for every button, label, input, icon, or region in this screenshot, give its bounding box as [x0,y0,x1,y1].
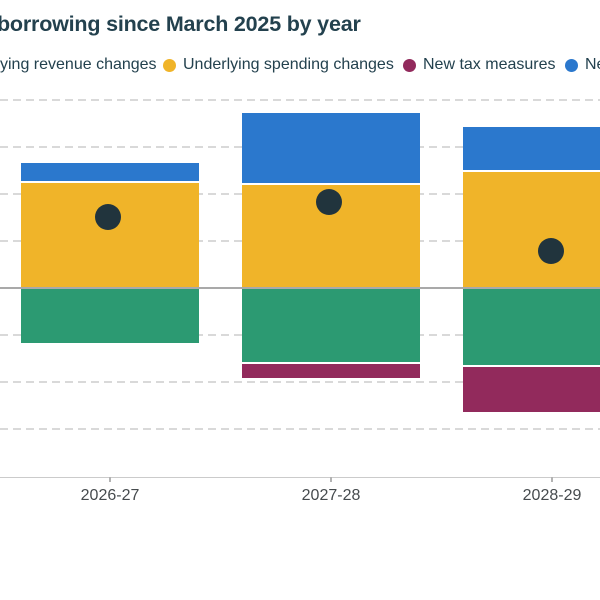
bar-segment-underlying-spending-changes-2026-27[interactable] [21,182,199,287]
total-dot-2027-28[interactable] [316,188,342,215]
x-axis-tick-2026-27 [109,476,111,482]
legend-item-new-spending-measures: Ne [565,55,600,75]
bar-segment-underlying-revenue-changes-2026-27[interactable] [21,289,199,343]
legend-item-label: Ne [585,56,600,73]
bar-segment-new-tax-measures-2027-28[interactable] [242,363,420,378]
x-axis-tick-2027-28 [330,476,332,482]
legend-item-label: Underlying spending changes [183,56,394,73]
gridline-40 [0,99,600,101]
x-axis-label-2026-27: 2026-27 [80,487,140,504]
bar-segment-new-spending-measures-2028-29[interactable] [463,126,600,170]
bar-segment-new-spending-measures-2027-28[interactable] [242,112,420,183]
gridline--20 [0,381,600,383]
x-axis-line [0,476,600,478]
bar-segment-new-tax-measures-2028-29[interactable] [463,366,600,413]
bar-segment-underlying-revenue-changes-2028-29[interactable] [463,289,600,365]
x-axis-tick-2028-29 [551,476,553,482]
legend-item-new-tax-measures: New tax measures [403,55,556,75]
legend-swatch-icon [565,58,578,72]
chart-legend: ying revenue changes Underlying spending… [0,55,600,75]
legend-item-label: New tax measures [423,56,556,73]
bar-segment-new-spending-measures-2026-27[interactable] [21,163,199,181]
bar-segment-underlying-revenue-changes-2027-28[interactable] [242,289,420,362]
x-axis-label-2028-29: 2028-29 [522,487,582,504]
legend-item-underlying-revenue-changes: ying revenue changes [0,55,157,75]
bar-segment-underlying-spending-changes-2028-29[interactable] [463,171,600,287]
legend-item-label: ying revenue changes [0,56,157,73]
legend-swatch-icon [163,58,176,72]
total-dot-2026-27[interactable] [95,203,121,230]
total-dot-2028-29[interactable] [538,238,564,265]
x-axis-label-2027-28: 2027-28 [301,487,361,504]
zero-gridline [0,287,600,289]
legend-item-underlying-spending-changes: Underlying spending changes [163,55,394,75]
chart-title: borrowing since March 2025 by year [0,12,361,36]
gridline--30 [0,428,600,430]
legend-swatch-icon [403,58,416,72]
